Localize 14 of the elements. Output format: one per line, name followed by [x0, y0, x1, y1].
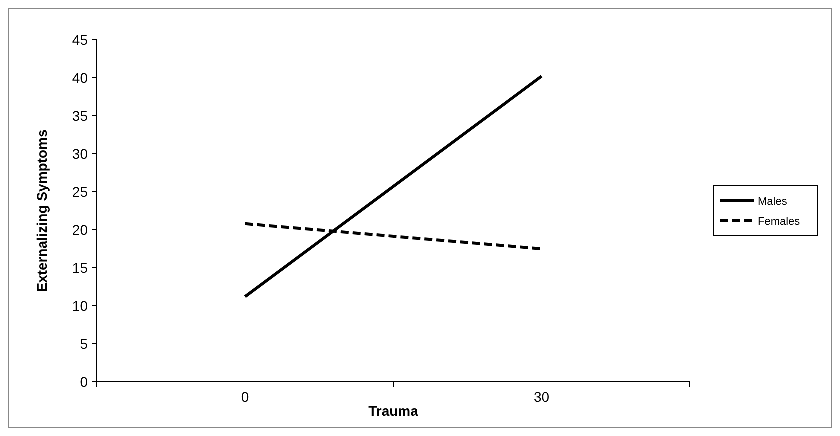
y-tick-label: 5 — [80, 336, 88, 352]
y-tick-label: 35 — [72, 108, 88, 124]
y-tick-label: 0 — [80, 374, 88, 390]
y-tick-label: 20 — [72, 222, 88, 238]
x-axis-title: Trauma — [368, 403, 419, 419]
y-tick-label: 15 — [72, 260, 88, 276]
legend-label: Females — [758, 216, 801, 228]
y-axis-title: Externalizing Symptoms — [34, 129, 50, 292]
y-tick-label: 30 — [72, 146, 88, 162]
y-tick-label: 40 — [72, 70, 88, 86]
legend-label: Males — [758, 196, 788, 208]
y-tick-label: 25 — [72, 184, 88, 200]
y-tick-label: 10 — [72, 298, 88, 314]
y-tick-label: 45 — [72, 32, 88, 48]
